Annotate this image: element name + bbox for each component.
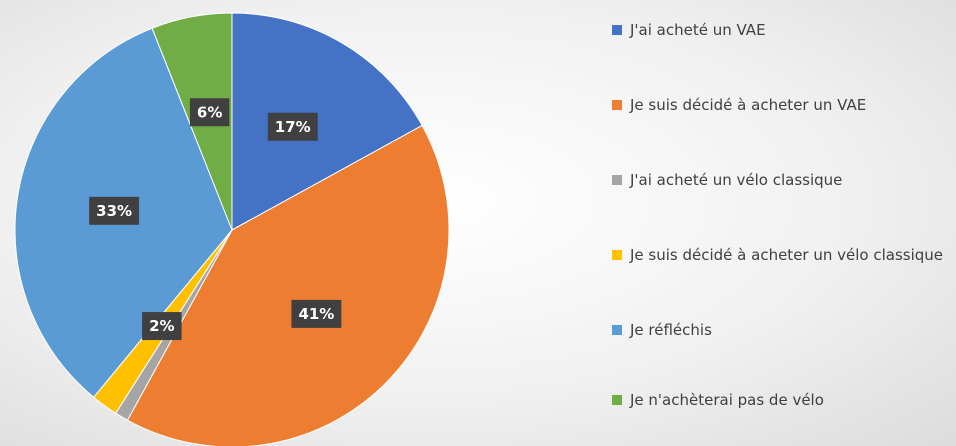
legend-swatch (612, 175, 622, 185)
chart: 17% 41% 2% 33% 6% (14, 12, 450, 446)
data-label-box (142, 312, 182, 341)
legend-item: J'ai acheté un VAE (612, 17, 947, 43)
legend: J'ai acheté un VAE Je suis décidé à achet… (612, 0, 952, 446)
legend-swatch (612, 100, 622, 110)
data-label-box (89, 196, 140, 225)
data-labels: 17% 41% 2% 33% 6% (89, 98, 342, 341)
pie-slice (231, 12, 423, 231)
data-label: 33% (96, 202, 132, 220)
legend-label: J'ai acheté un VAE (630, 21, 766, 39)
legend-label: Je suis décidé à acheter un vélo classiq… (630, 246, 944, 264)
data-label: 6% (197, 103, 222, 121)
data-label-box (189, 98, 230, 127)
data-label: 17% (275, 118, 311, 136)
legend-swatch (612, 250, 622, 260)
legend-item: Je suis décidé à acheter un VAE (612, 92, 947, 118)
legend-item: Je n'achèterai pas de vélo (612, 387, 947, 413)
data-label-box (291, 299, 342, 328)
legend-item: J'ai acheté un vélo classique (612, 167, 947, 193)
data-label: 2% (149, 317, 174, 335)
legend-swatch (612, 395, 622, 405)
legend-label: Je suis décidé à acheter un VAE (630, 96, 867, 114)
legend-item: Je réfléchis (612, 317, 947, 343)
data-label: 41% (298, 305, 334, 323)
legend-label: Je réfléchis (630, 321, 712, 339)
legend-label: J'ai acheté un vélo classique (630, 171, 843, 189)
legend-swatch (612, 25, 622, 35)
legend-swatch (612, 325, 622, 335)
legend-item: Je suis décidé à acheter un vélo classiq… (612, 242, 947, 268)
legend-label: Je n'achèterai pas de vélo (630, 391, 824, 409)
pie-slice (126, 124, 450, 446)
data-label-box (267, 112, 318, 141)
